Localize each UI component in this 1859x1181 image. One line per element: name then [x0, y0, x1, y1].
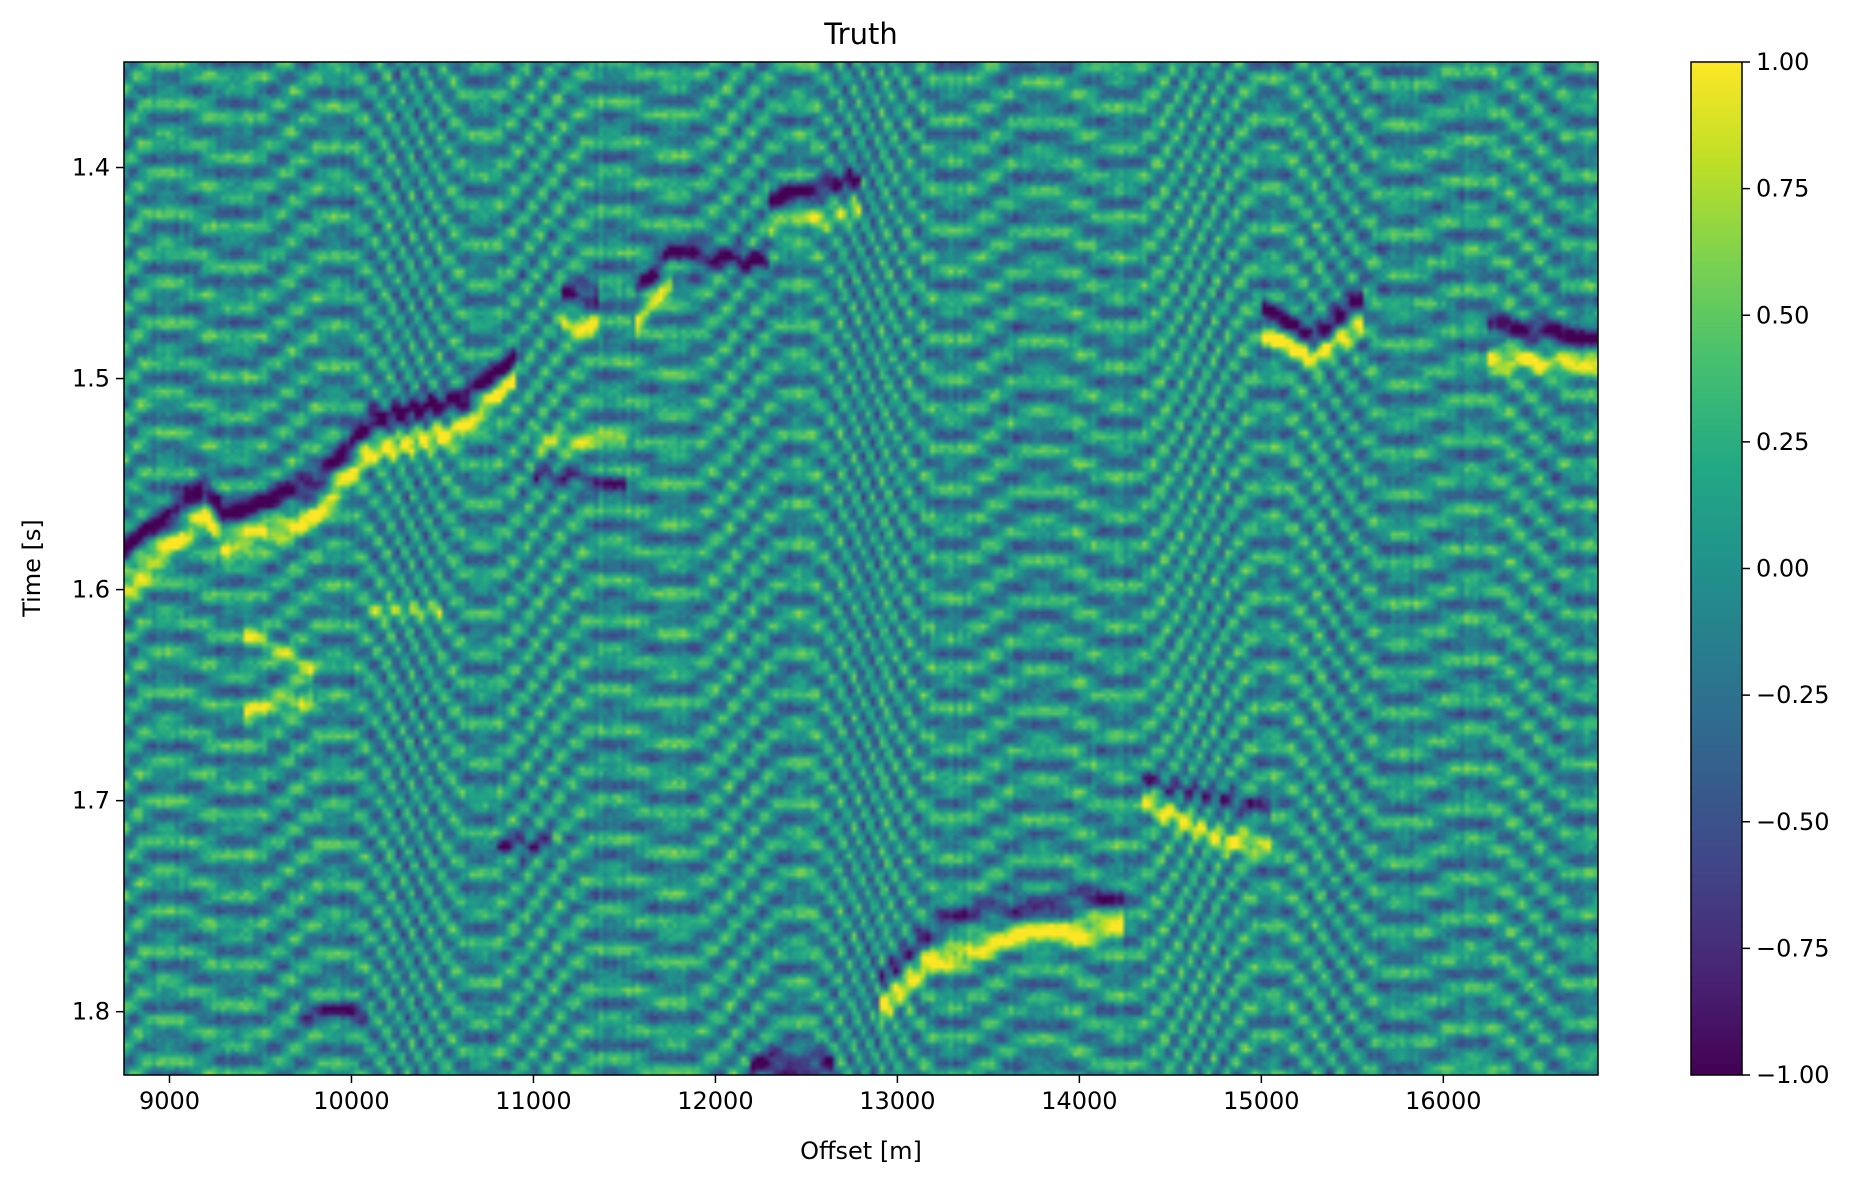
heatmap-image [124, 62, 1598, 1075]
y-tick-label: 1.5 [72, 365, 110, 393]
y-tick-label: 1.6 [72, 576, 110, 604]
y-axis: 1.4 1.5 1.6 1.7 1.8 [72, 154, 124, 1026]
chart-title: Truth [823, 17, 898, 51]
x-axis: 9000 10000 11000 12000 13000 14000 15000 16000 [139, 1075, 1482, 1115]
colorbar-ticks: 1.00 0.75 0.50 0.25 0.00 −0.25 −0.50 −0.75 −1.00 [1742, 48, 1830, 1089]
colorbar-tick-label: 0.00 [1756, 555, 1809, 583]
y-tick-label: 1.8 [72, 998, 110, 1026]
x-tick-label: 11000 [495, 1087, 571, 1115]
y-tick-label: 1.7 [72, 787, 110, 815]
y-tick-label: 1.4 [72, 154, 110, 182]
x-tick-label: 16000 [1405, 1087, 1481, 1115]
colorbar-tick-label: −0.75 [1756, 934, 1830, 962]
colorbar-tick-label: −1.00 [1756, 1061, 1830, 1089]
colorbar-tick-label: 1.00 [1756, 48, 1809, 76]
x-tick-label: 13000 [859, 1087, 935, 1115]
x-tick-label: 14000 [1041, 1087, 1117, 1115]
colorbar: 1.00 0.75 0.50 0.25 0.00 −0.25 −0.50 −0.75 −1.00 [1690, 48, 1830, 1089]
x-tick-label: 10000 [313, 1087, 389, 1115]
colorbar-tick-label: −0.50 [1756, 808, 1830, 836]
plot-frame [123, 61, 1599, 1076]
y-axis-label: Time [s] [18, 519, 46, 618]
colorbar-tick-label: 0.25 [1756, 428, 1809, 456]
colorbar-gradient [1690, 61, 1743, 1076]
x-axis-label: Offset [m] [800, 1137, 922, 1165]
colorbar-tick-label: −0.25 [1756, 681, 1830, 709]
x-tick-label: 12000 [677, 1087, 753, 1115]
colorbar-tick-label: 0.50 [1756, 301, 1809, 329]
plot-area [123, 61, 1599, 1076]
colorbar-tick-label: 0.75 [1756, 175, 1809, 203]
x-tick-label: 9000 [139, 1087, 200, 1115]
x-tick-label: 15000 [1223, 1087, 1299, 1115]
